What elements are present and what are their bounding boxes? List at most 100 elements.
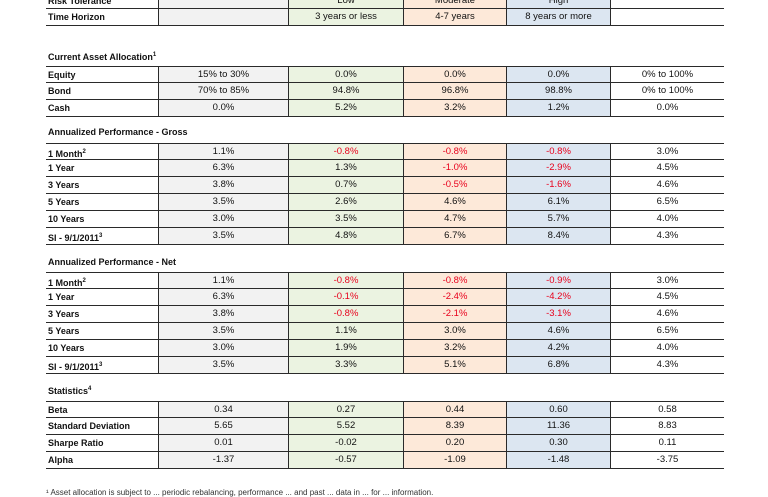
- value-cell: 0.20: [403, 435, 506, 451]
- footnote-marker: 3: [99, 233, 103, 239]
- value-cell: Low: [288, 0, 403, 8]
- table-row: 5 Years 3.5% 2.6% 4.6% 6.1% 6.5%: [46, 194, 724, 211]
- value-cell: 4.2%: [506, 340, 610, 356]
- row-label-text: Cash: [48, 103, 71, 113]
- value-cell: 0% to 100%: [610, 83, 724, 99]
- value-cell: [610, 9, 724, 25]
- table-row: Bond 70% to 85% 94.8% 96.8% 98.8% 0% to 100%: [46, 83, 724, 100]
- value-cell: 0.0%: [610, 100, 724, 116]
- row-label-text: Standard Deviation: [48, 421, 131, 431]
- row-label: 1 Month2: [46, 144, 158, 159]
- value-cell: 3.0%: [610, 273, 724, 288]
- row-label: 3 Years: [46, 306, 158, 322]
- value-cell: 0.60: [506, 402, 610, 417]
- value-cell: 1.1%: [288, 323, 403, 339]
- row-label-text: 5 Years: [48, 197, 80, 207]
- row-label: 3 Years: [46, 177, 158, 193]
- value-cell: 70% to 85%: [158, 83, 288, 99]
- section-title: Statistics4: [48, 386, 91, 396]
- row-label: Time Horizon: [46, 9, 158, 25]
- value-cell: -3.1%: [506, 306, 610, 322]
- value-cell: 3.3%: [288, 357, 403, 373]
- value-cell: 0.0%: [158, 100, 288, 116]
- row-label-text: 3 Years: [48, 180, 80, 190]
- row-label: Equity: [46, 67, 158, 82]
- row-label-text: Bond: [48, 86, 71, 96]
- table-row: 10 Years 3.0% 3.5% 4.7% 5.7% 4.0%: [46, 211, 724, 228]
- value-cell: -0.8%: [288, 144, 403, 159]
- value-cell: -0.9%: [506, 273, 610, 288]
- value-cell: 4-7 years: [403, 9, 506, 25]
- table-row: 3 Years 3.8% -0.8% -2.1% -3.1% 4.6%: [46, 306, 724, 323]
- section-title-text: Statistics: [48, 386, 89, 396]
- value-cell: 4.3%: [610, 228, 724, 244]
- row-label-text: 1 Year: [48, 163, 75, 173]
- value-cell: 6.5%: [610, 194, 724, 210]
- value-cell: 6.8%: [506, 357, 610, 373]
- value-cell: 3.5%: [158, 357, 288, 373]
- value-cell: [158, 9, 288, 25]
- value-cell: 2.6%: [288, 194, 403, 210]
- row-label-text: 5 Years: [48, 326, 80, 336]
- row-label-text: 1 Month: [48, 149, 83, 159]
- row-label-text: Time Horizon: [48, 12, 105, 22]
- value-cell: 3.5%: [288, 211, 403, 227]
- footnote-marker: 3: [99, 362, 103, 368]
- value-cell: 96.8%: [403, 83, 506, 99]
- footnote-marker: 1: [152, 52, 157, 58]
- value-cell: 0.0%: [506, 67, 610, 82]
- value-cell: 1.3%: [288, 160, 403, 176]
- value-cell: 4.6%: [610, 306, 724, 322]
- section-title-text: Annualized Performance - Gross: [48, 127, 188, 137]
- value-cell: 5.2%: [288, 100, 403, 116]
- value-cell: -1.09: [403, 452, 506, 468]
- value-cell: 3.0%: [610, 144, 724, 159]
- value-cell: 5.52: [288, 418, 403, 434]
- value-cell: -1.0%: [403, 160, 506, 176]
- value-cell: -0.57: [288, 452, 403, 468]
- value-cell: 0.11: [610, 435, 724, 451]
- value-cell: 0.01: [158, 435, 288, 451]
- value-cell: 94.8%: [288, 83, 403, 99]
- value-cell: -1.6%: [506, 177, 610, 193]
- value-cell: 3.0%: [403, 323, 506, 339]
- row-label: SI - 9/1/20113: [46, 228, 158, 244]
- table-row: 1 Month2 1.1% -0.8% -0.8% -0.9% 3.0%: [46, 272, 724, 289]
- value-cell: 4.0%: [610, 340, 724, 356]
- row-label: 1 Year: [46, 289, 158, 305]
- value-cell: 4.7%: [403, 211, 506, 227]
- row-label-text: 3 Years: [48, 309, 80, 319]
- value-cell: 0.7%: [288, 177, 403, 193]
- value-cell: 3.5%: [158, 228, 288, 244]
- value-cell: 3.2%: [403, 340, 506, 356]
- value-cell: [610, 0, 724, 8]
- row-label-text: Sharpe Ratio: [48, 438, 104, 448]
- row-label-text: Risk Tolerance: [48, 0, 112, 6]
- row-label: 1 Month2: [46, 273, 158, 288]
- row-label: 5 Years: [46, 323, 158, 339]
- table-row: Beta 0.34 0.27 0.44 0.60 0.58: [46, 401, 724, 418]
- value-cell: -0.02: [288, 435, 403, 451]
- value-cell: 3 years or less: [288, 9, 403, 25]
- row-label: Sharpe Ratio: [46, 435, 158, 451]
- value-cell: -0.8%: [506, 144, 610, 159]
- value-cell: 4.8%: [288, 228, 403, 244]
- value-cell: 8.4%: [506, 228, 610, 244]
- value-cell: 6.1%: [506, 194, 610, 210]
- table-row: Alpha -1.37 -0.57 -1.09 -1.48 -3.75: [46, 452, 724, 469]
- value-cell: 5.1%: [403, 357, 506, 373]
- row-label-text: 1 Month: [48, 278, 83, 288]
- section-title-text: Current Asset Allocation: [48, 52, 153, 62]
- value-cell: 3.8%: [158, 177, 288, 193]
- value-cell: -1.37: [158, 452, 288, 468]
- value-cell: 3.8%: [158, 306, 288, 322]
- value-cell: 3.2%: [403, 100, 506, 116]
- row-label-text: Alpha: [48, 455, 74, 465]
- value-cell: 4.5%: [610, 160, 724, 176]
- value-cell: 11.36: [506, 418, 610, 434]
- row-label: Alpha: [46, 452, 158, 468]
- value-cell: 4.6%: [506, 323, 610, 339]
- section-title: Annualized Performance - Gross: [48, 127, 188, 137]
- row-label-text: SI - 9/1/2011: [48, 362, 100, 372]
- section-title: Annualized Performance - Net: [48, 257, 176, 267]
